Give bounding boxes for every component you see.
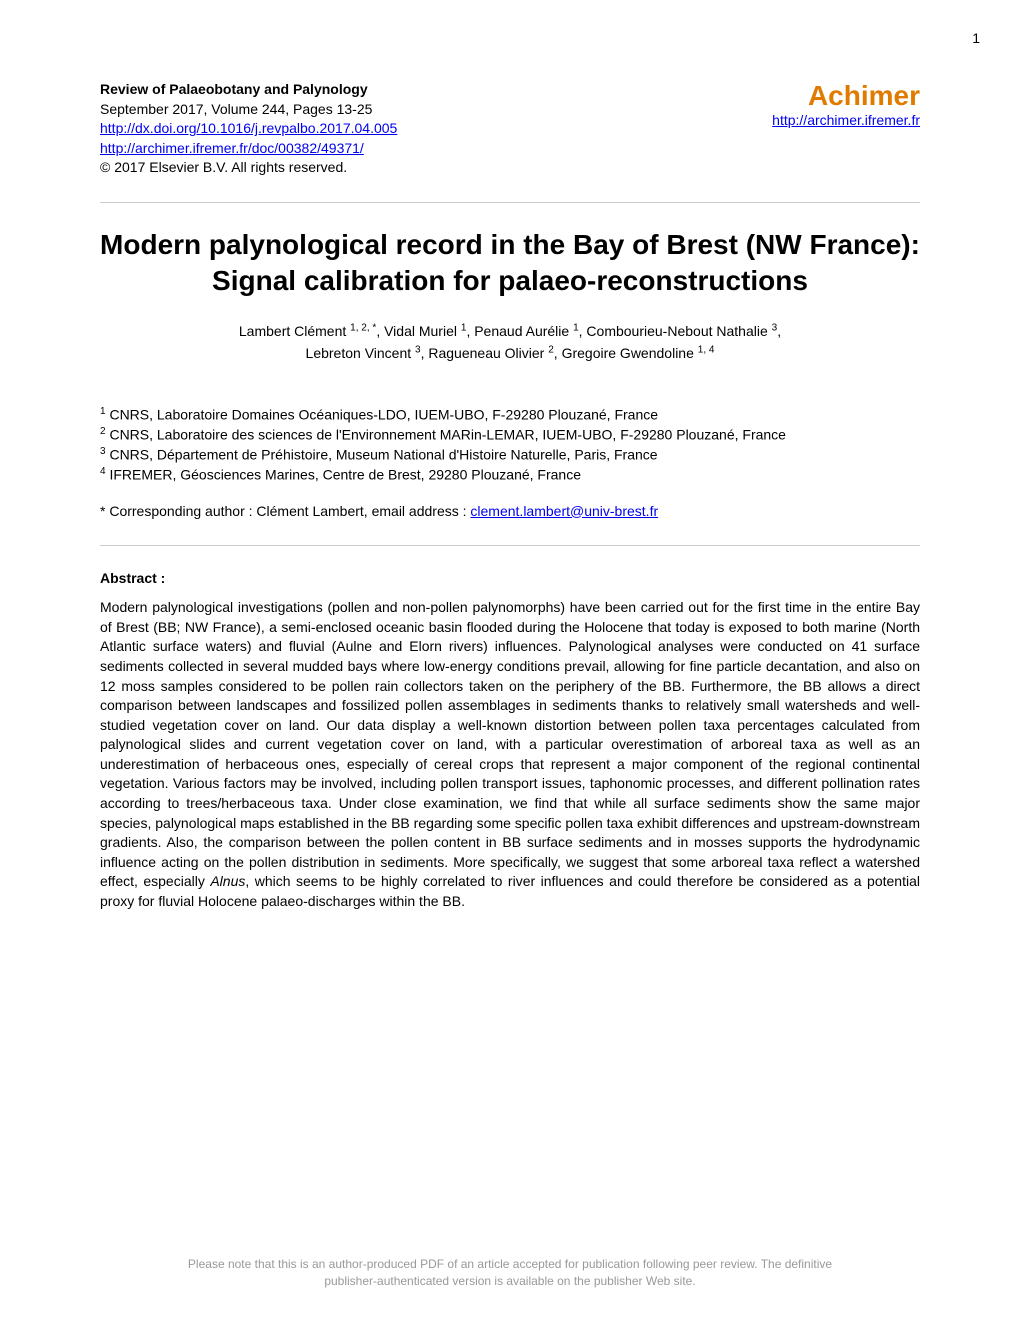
corresponding-email[interactable]: clement.lambert@univ-brest.fr — [470, 503, 658, 519]
affiliations: 1 CNRS, Laboratoire Domaines Océaniques-… — [100, 405, 920, 522]
achimer-block: Achimer http://archimer.ifremer.fr — [772, 80, 920, 130]
author-1-sup: 1, 2, * — [350, 322, 376, 333]
header-row: Review of Palaeobotany and Palynology Se… — [100, 80, 920, 178]
author-3: Penaud Aurélie — [474, 323, 573, 339]
affiliation-1: 1 CNRS, Laboratoire Domaines Océaniques-… — [100, 405, 920, 425]
journal-issue: September 2017, Volume 244, Pages 13-25 — [100, 100, 397, 120]
corresponding-prefix: * Corresponding author : Clément Lambert… — [100, 503, 470, 519]
copyright: © 2017 Elsevier B.V. All rights reserved… — [100, 158, 397, 178]
author-6: Ragueneau Olivier — [428, 345, 548, 361]
abstract-part1: Modern palynological investigations (pol… — [100, 599, 920, 889]
author-4: Combourieu-Nebout Nathalie — [586, 323, 771, 339]
author-5: Lebreton Vincent — [306, 345, 416, 361]
author-2: Vidal Muriel — [384, 323, 461, 339]
corresponding-author: * Corresponding author : Clément Lambert… — [100, 502, 920, 522]
paper-title: Modern palynological record in the Bay o… — [100, 227, 920, 300]
footer-line1: Please note that this is an author-produ… — [188, 1257, 832, 1271]
affiliation-3: 3 CNRS, Département de Préhistoire, Muse… — [100, 445, 920, 465]
footer-note: Please note that this is an author-produ… — [100, 1256, 920, 1290]
archimer-doc-link[interactable]: http://archimer.ifremer.fr/doc/00382/493… — [100, 140, 364, 156]
abstract-italic: Alnus — [210, 873, 245, 889]
author-7-sup: 1, 4 — [698, 344, 715, 355]
achimer-title: Achimer — [772, 80, 920, 112]
authors: Lambert Clément 1, 2, *, Vidal Muriel 1,… — [100, 320, 920, 365]
affiliation-4: 4 IFREMER, Géosciences Marines, Centre d… — [100, 465, 920, 485]
page-number: 1 — [972, 30, 980, 46]
abstract-heading: Abstract : — [100, 570, 920, 586]
journal-block: Review of Palaeobotany and Palynology Se… — [100, 80, 397, 178]
author-1: Lambert Clément — [239, 323, 350, 339]
divider-mid — [100, 545, 920, 546]
footer-line2: publisher-authenticated version is avail… — [324, 1274, 695, 1288]
abstract-section: Abstract : Modern palynological investig… — [100, 570, 920, 912]
achimer-link[interactable]: http://archimer.ifremer.fr — [772, 112, 920, 128]
doi-link[interactable]: http://dx.doi.org/10.1016/j.revpalbo.201… — [100, 120, 397, 136]
divider-top — [100, 202, 920, 203]
abstract-text: Modern palynological investigations (pol… — [100, 598, 920, 912]
journal-title: Review of Palaeobotany and Palynology — [100, 80, 397, 100]
affiliation-2: 2 CNRS, Laboratoire des sciences de l'En… — [100, 425, 920, 445]
author-7: Gregoire Gwendoline — [562, 345, 698, 361]
